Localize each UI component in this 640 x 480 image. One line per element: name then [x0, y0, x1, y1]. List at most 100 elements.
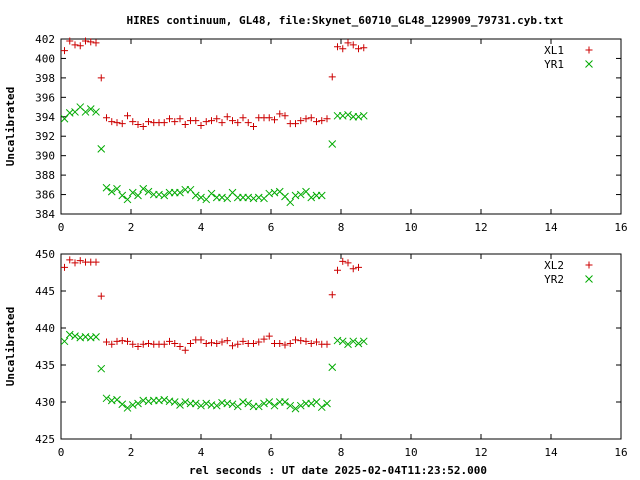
- data-point: [102, 183, 111, 192]
- data-point: [360, 44, 368, 52]
- data-point: [228, 400, 237, 409]
- data-point: [349, 41, 357, 49]
- data-point: [271, 116, 278, 124]
- data-point: [170, 398, 179, 406]
- data-point: [307, 399, 316, 408]
- data-point: [202, 340, 210, 348]
- data-point: [255, 338, 263, 346]
- y-axis-label: Uncalibrated: [4, 87, 17, 166]
- data-point: [145, 118, 152, 126]
- data-point: [239, 337, 247, 345]
- data-point: [160, 395, 169, 404]
- data-point: [307, 340, 315, 348]
- data-point: [108, 340, 116, 348]
- x-tick-label: 10: [404, 446, 417, 459]
- data-point: [223, 337, 231, 345]
- data-point: [355, 263, 362, 271]
- data-point: [60, 337, 69, 346]
- data-point: [359, 337, 368, 346]
- data-point: [202, 118, 210, 126]
- data-point: [160, 191, 169, 200]
- x-tick-label: 2: [128, 221, 135, 234]
- data-point: [265, 114, 273, 122]
- data-point: [181, 398, 190, 406]
- data-point: [166, 337, 173, 345]
- data-point: [302, 337, 310, 345]
- data-point: [328, 363, 337, 372]
- data-point: [328, 291, 336, 299]
- data-point: [208, 117, 215, 125]
- data-point: [107, 187, 116, 196]
- data-point: [265, 398, 274, 406]
- data-point: [197, 401, 205, 410]
- data-point: [344, 110, 352, 119]
- data-point: [171, 118, 179, 126]
- x-tick-label: 6: [268, 221, 275, 234]
- data-point: [349, 337, 358, 346]
- data-point: [71, 41, 79, 49]
- data-point: [134, 191, 142, 200]
- legend-label: XL2: [544, 259, 564, 272]
- data-point: [166, 115, 173, 123]
- data-point: [66, 37, 74, 45]
- data-point: [292, 120, 299, 128]
- data-point: [334, 266, 341, 274]
- data-point: [118, 120, 126, 128]
- y-tick-label: 386: [35, 189, 55, 202]
- data-point: [296, 401, 305, 410]
- data-point: [359, 111, 368, 120]
- data-point: [213, 340, 221, 348]
- data-point: [244, 399, 253, 408]
- data-point: [344, 39, 352, 47]
- data-point: [76, 42, 84, 50]
- data-point: [234, 340, 242, 348]
- data-point: [208, 339, 215, 347]
- data-point: [71, 332, 79, 340]
- data-point: [270, 401, 279, 410]
- data-point: [71, 259, 79, 267]
- data-point: [297, 337, 305, 345]
- x-tick-label: 14: [544, 446, 558, 459]
- data-point: [61, 263, 68, 271]
- data-point: [286, 198, 295, 207]
- x-tick-label: 16: [614, 446, 627, 459]
- legend-marker: [585, 261, 593, 269]
- y-tick-label: 392: [35, 130, 55, 143]
- data-point: [129, 340, 137, 348]
- data-point: [134, 399, 142, 408]
- data-point: [313, 338, 320, 346]
- data-point: [323, 340, 331, 348]
- series-xl1: [61, 37, 368, 130]
- data-point: [229, 117, 236, 125]
- data-point: [192, 117, 200, 125]
- data-point: [61, 47, 68, 55]
- data-point: [181, 121, 189, 129]
- data-point: [92, 39, 100, 47]
- data-point: [145, 340, 152, 348]
- x-tick-label: 16: [614, 221, 627, 234]
- data-point: [323, 399, 331, 408]
- y-tick-label: 396: [35, 91, 55, 104]
- x-tick-label: 8: [338, 446, 345, 459]
- data-point: [86, 105, 95, 113]
- data-point: [139, 184, 148, 193]
- data-point: [160, 119, 168, 127]
- data-point: [113, 395, 121, 404]
- x-tick-label: 0: [58, 446, 65, 459]
- data-point: [317, 191, 326, 200]
- data-point: [92, 333, 100, 341]
- series-yr2: [60, 330, 368, 413]
- plot-frame: [60, 253, 622, 440]
- data-point: [355, 45, 362, 53]
- data-point: [118, 400, 127, 409]
- y-tick-label: 390: [35, 150, 55, 163]
- data-point: [218, 338, 226, 346]
- data-point: [218, 119, 226, 127]
- y-axis-label: Uncalibrated: [4, 307, 17, 386]
- y-tick-label: 435: [35, 359, 55, 372]
- y-tick-label: 400: [35, 52, 55, 65]
- data-point: [113, 184, 121, 193]
- legend-label: YR2: [544, 273, 564, 286]
- data-point: [129, 118, 137, 126]
- data-point: [82, 37, 89, 45]
